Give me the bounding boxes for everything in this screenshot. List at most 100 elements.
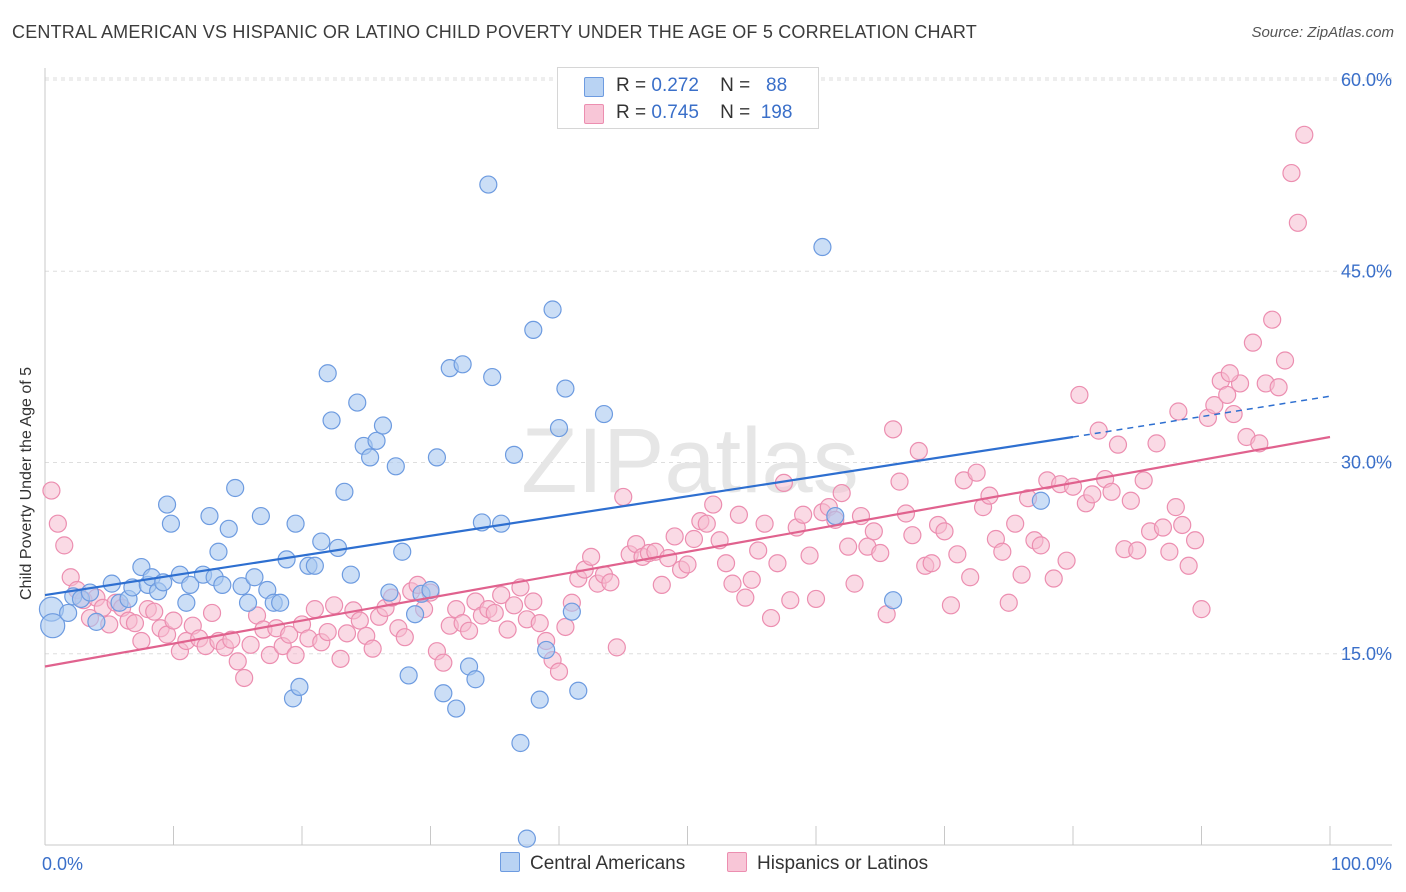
hispanics-point	[1263, 310, 1282, 329]
central-americans-point	[87, 612, 106, 631]
hispanics-point	[350, 611, 369, 630]
hispanics-point	[1166, 498, 1185, 517]
hispanics-point	[704, 495, 723, 514]
central-americans-point	[504, 445, 524, 464]
hispanics-point	[1218, 385, 1237, 405]
y-axis-label: Child Poverty Under the Age of 5	[18, 366, 35, 600]
central-americans-point	[386, 457, 405, 476]
central-americans-point	[341, 565, 360, 584]
central-americans-point	[328, 538, 348, 558]
hispanics-point	[331, 649, 350, 668]
hispanics-point	[286, 645, 305, 665]
hispanics-points	[42, 125, 1314, 688]
hispanics-point	[736, 588, 755, 607]
hispanics-point	[485, 603, 504, 623]
hispanics-point	[729, 505, 749, 524]
central-americans-point	[537, 640, 556, 660]
hispanics-point	[164, 611, 183, 630]
hispanics-point	[145, 602, 164, 621]
hispanics-point	[948, 545, 967, 564]
chart-title: CENTRAL AMERICAN VS HISPANIC OR LATINO C…	[12, 22, 977, 42]
hispanics-point	[723, 574, 742, 593]
central-americans-point	[181, 575, 200, 595]
central-americans-point	[427, 448, 447, 467]
hispanics-point	[363, 639, 382, 658]
central-americans-point	[177, 593, 196, 612]
central-americans-point	[466, 670, 485, 689]
central-americans-point	[251, 506, 270, 526]
hispanics-point	[1275, 351, 1295, 370]
hispanics-point	[839, 537, 858, 556]
central-americans-trend-line	[44, 435, 1074, 597]
hispanics-point	[280, 625, 299, 644]
hispanics-point	[607, 638, 626, 657]
central-americans-point	[213, 575, 232, 595]
hispanics-point	[1185, 531, 1205, 550]
hispanics-point	[1044, 569, 1063, 588]
central-americans-point	[399, 666, 418, 685]
hispanics-point	[716, 554, 736, 573]
hispanics-point	[1288, 213, 1307, 232]
hispanics-point	[504, 596, 524, 615]
hispanics-point	[305, 600, 324, 619]
central-americans-point	[813, 237, 832, 257]
hispanics-point	[1006, 514, 1025, 533]
hispanics-point	[55, 536, 74, 555]
hispanics-point	[395, 628, 414, 647]
hispanics-point	[222, 630, 241, 649]
hispanics-trend-line	[44, 435, 1331, 668]
hispanics-point	[864, 522, 883, 541]
central-americans-point	[562, 602, 581, 621]
central-americans-point	[322, 411, 341, 430]
hispanics-point	[337, 624, 357, 643]
hispanics-point	[1282, 163, 1301, 183]
r-value: 0.272	[651, 75, 699, 96]
central-americans-point	[161, 514, 181, 533]
hispanics-point	[1173, 515, 1192, 535]
hispanics-point	[1121, 491, 1140, 510]
hispanics-point	[883, 420, 903, 439]
hispanics-point	[492, 585, 511, 605]
hispanics-point	[1269, 378, 1288, 397]
hispanics-point	[1134, 471, 1153, 490]
central-americans-point	[380, 583, 399, 602]
r-value: 0.745	[651, 102, 699, 123]
central-americans-point	[447, 699, 466, 718]
central-americans-point	[335, 482, 354, 501]
central-americans-point	[479, 175, 498, 194]
central-americans-point	[367, 431, 386, 450]
hispanics-point	[524, 592, 543, 611]
hispanics-point	[806, 589, 826, 609]
hispanics-point	[530, 614, 549, 633]
hispanics-point	[800, 546, 819, 565]
hispanics-point	[1179, 556, 1198, 575]
central-americans-point	[594, 404, 614, 424]
n-value: 88	[766, 75, 788, 96]
tick-labels: 15.0% 30.0% 45.0% 60.0% 0.0% 100.0%	[42, 70, 1392, 874]
hispanics-point	[132, 631, 151, 651]
hispanics-point	[228, 652, 247, 671]
legend-label: Central Americans	[530, 853, 686, 874]
source-note: Source: ZipAtlas.com	[1251, 24, 1394, 41]
hispanics-point	[781, 591, 800, 610]
hispanics-point	[1031, 536, 1050, 555]
central-americans-point	[226, 478, 245, 498]
y-tick-label: 45.0%	[1341, 261, 1392, 281]
central-americans-point	[393, 542, 412, 561]
hispanics-point	[999, 593, 1018, 612]
legend-item-hispanics[interactable]: Hispanics or Latinos	[727, 852, 928, 878]
central-americans-point	[271, 593, 290, 612]
central-americans-point	[59, 603, 78, 623]
hispanics-point	[48, 514, 67, 533]
blue-swatch	[500, 852, 520, 872]
legend-item-central-americans[interactable]: Central Americans	[500, 852, 685, 878]
y-tick-label: 30.0%	[1341, 453, 1392, 473]
central-americans-point	[524, 320, 543, 339]
hispanics-point	[260, 645, 279, 665]
hispanics-point	[845, 574, 864, 593]
hispanics-point	[832, 484, 851, 503]
r-label: R =	[616, 75, 647, 96]
trend-lines	[44, 395, 1331, 668]
hispanics-point	[1192, 600, 1211, 619]
